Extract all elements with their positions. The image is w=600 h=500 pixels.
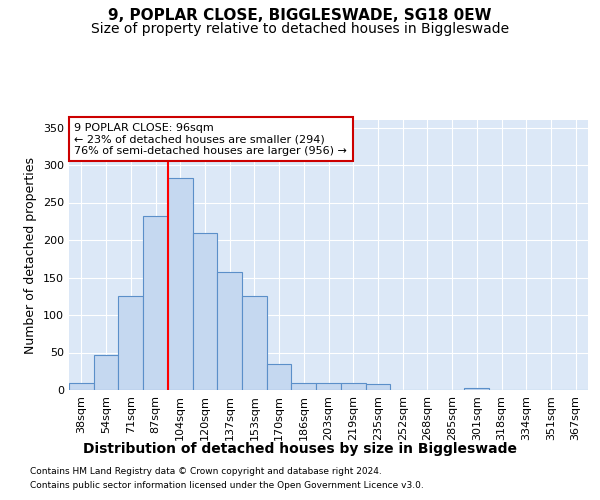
Y-axis label: Number of detached properties: Number of detached properties xyxy=(25,156,37,354)
Bar xyxy=(118,296,143,390)
Bar xyxy=(69,382,94,390)
Text: Contains HM Land Registry data © Crown copyright and database right 2024.: Contains HM Land Registry data © Crown c… xyxy=(30,468,382,476)
Text: Contains public sector information licensed under the Open Government Licence v3: Contains public sector information licen… xyxy=(30,481,424,490)
Text: 9, POPLAR CLOSE, BIGGLESWADE, SG18 0EW: 9, POPLAR CLOSE, BIGGLESWADE, SG18 0EW xyxy=(108,8,492,22)
Text: Distribution of detached houses by size in Biggleswade: Distribution of detached houses by size … xyxy=(83,442,517,456)
Bar xyxy=(316,382,341,390)
Bar xyxy=(168,178,193,390)
Text: 9 POPLAR CLOSE: 96sqm
← 23% of detached houses are smaller (294)
76% of semi-det: 9 POPLAR CLOSE: 96sqm ← 23% of detached … xyxy=(74,122,347,156)
Bar xyxy=(267,364,292,390)
Bar xyxy=(242,296,267,390)
Bar xyxy=(94,355,118,390)
Bar xyxy=(217,272,242,390)
Bar xyxy=(292,382,316,390)
Bar xyxy=(193,232,217,390)
Bar xyxy=(341,382,365,390)
Bar xyxy=(143,216,168,390)
Text: Size of property relative to detached houses in Biggleswade: Size of property relative to detached ho… xyxy=(91,22,509,36)
Bar xyxy=(464,388,489,390)
Bar xyxy=(365,384,390,390)
